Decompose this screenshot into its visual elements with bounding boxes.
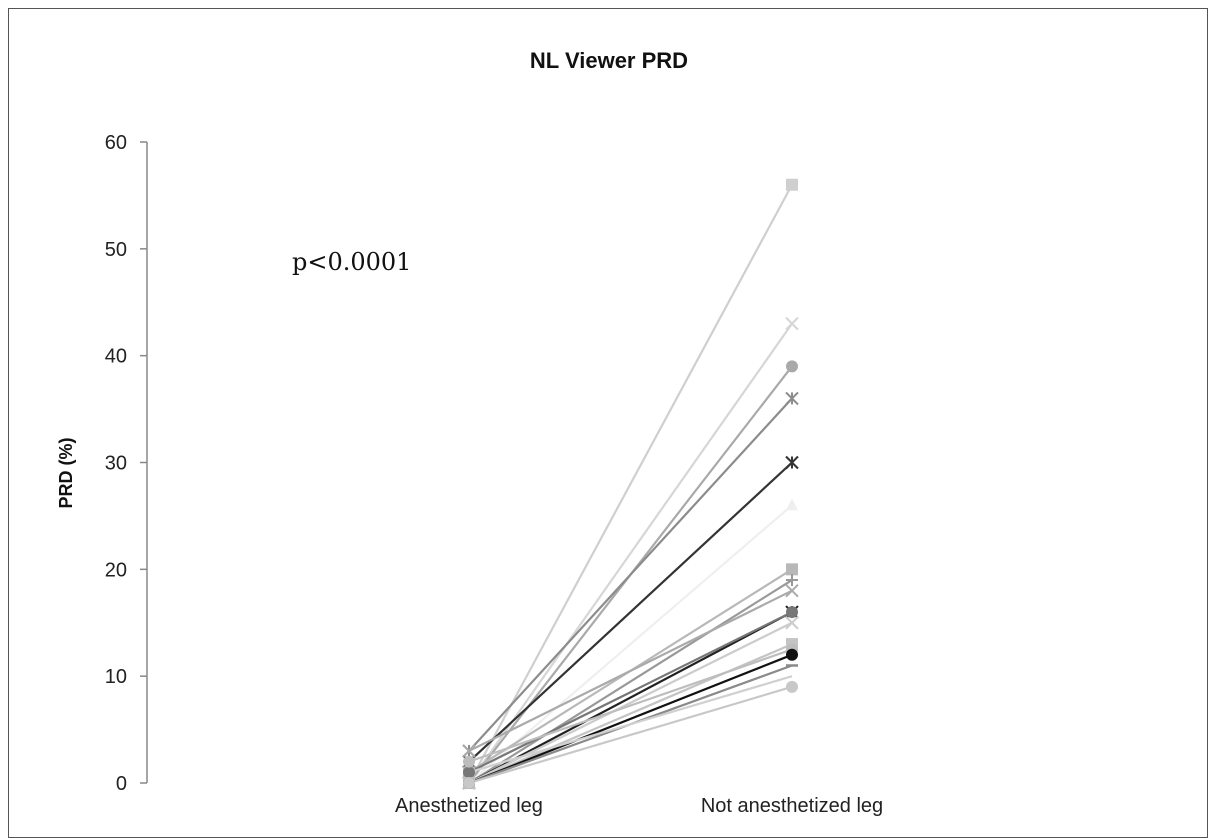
data-point [786,606,798,619]
series-line [468,461,793,763]
data-point [786,360,798,373]
marker-square [786,563,798,576]
marker-x-stroke [785,616,799,630]
p-value-annotation: p<0.0001 [292,248,411,276]
series-line [468,579,793,784]
series-line [468,653,793,785]
y-axis-label: PRD (%) [56,437,76,508]
series-markers [462,178,799,790]
data-point [786,648,798,661]
marker-circle [786,680,798,693]
data-point [786,498,798,511]
y-tick-label: 50 [105,239,127,261]
axes: 0 10 20 30 40 50 60 [105,132,148,795]
marker-x-stroke [462,744,476,758]
marker-square [786,178,798,191]
series-line [468,397,793,752]
series-line [468,184,793,784]
data-point [785,455,799,470]
marker-circle [786,606,798,619]
data-point [785,316,799,331]
y-tick-label: 60 [105,132,127,154]
series-line [468,675,793,774]
data-point [785,583,799,598]
y-tick-label: 30 [105,453,127,475]
data-point [786,574,798,587]
series-line [468,611,793,784]
series-line [468,648,793,763]
data-point [463,766,475,779]
series-line [468,589,793,752]
y-tick-label: 20 [105,559,127,581]
marker-circle [463,777,475,789]
data-point [785,391,799,406]
data-point [463,777,475,789]
y-tick-label: 10 [105,666,127,688]
x-category-label: Anesthetized leg [395,795,543,817]
data-point [786,680,798,693]
marker-circle [463,766,475,779]
series-line [468,504,793,784]
series-line [468,685,793,785]
data-point [786,178,798,191]
x-category-label: Not anesthetized leg [701,795,883,817]
series-line [468,322,793,784]
chart-frame [8,8,1208,838]
series-line [468,611,793,774]
data-point [785,616,799,630]
marker-x-stroke [785,316,799,331]
marker-circle [463,755,475,768]
data-point [786,563,798,576]
marker-triangle [786,498,798,511]
chart-title: NL Viewer PRD [530,48,688,73]
y-tick-label: 40 [105,346,127,368]
marker-x-stroke [785,583,799,598]
data-point [463,755,475,768]
series-lines [468,184,793,785]
marker-circle [786,360,798,373]
marker-circle [786,648,798,661]
category-labels: Anesthetized leg Not anesthetized leg [395,795,883,817]
y-tick-label: 0 [116,773,127,795]
data-point [462,744,476,758]
